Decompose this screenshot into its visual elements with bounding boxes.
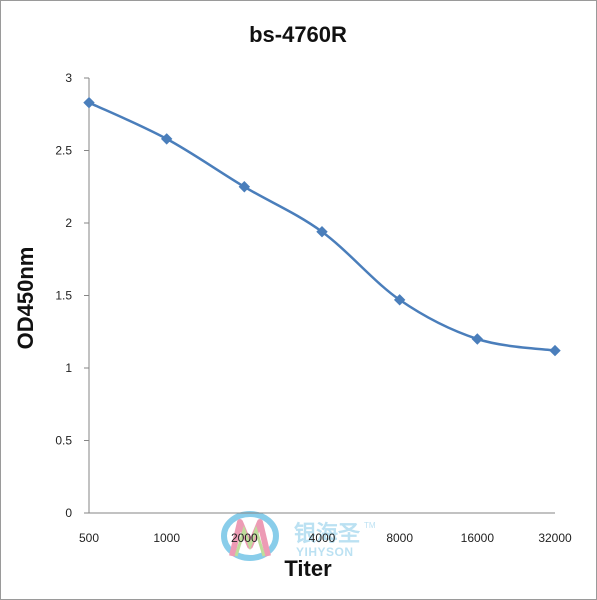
data-point-marker — [393, 294, 406, 306]
x-tick-label: 8000 — [386, 531, 413, 545]
x-tick-label: 1000 — [153, 531, 180, 545]
x-tick-label: 32000 — [538, 531, 572, 545]
chart-title: bs-4760R — [249, 22, 347, 47]
axes: 0 0.5 1 1.5 2 2.5 3 500 1000 2000 4000 8000 16000 320… — [55, 71, 572, 545]
data-point-marker — [238, 181, 251, 193]
x-tick-label: 2000 — [231, 531, 258, 545]
y-tick-label: 0.5 — [55, 434, 72, 448]
y-tick-label: 2.5 — [55, 144, 72, 158]
x-tick-label: 4000 — [309, 531, 336, 545]
data-point-marker — [83, 96, 95, 109]
data-point-marker — [160, 133, 173, 145]
x-tick-label: 500 — [79, 531, 99, 545]
y-tick-label: 3 — [65, 71, 72, 85]
series-layer — [83, 96, 561, 357]
x-axis-label: Titer — [284, 556, 332, 581]
x-tick-label: 16000 — [461, 531, 495, 545]
y-tick-label: 1.5 — [55, 289, 72, 303]
y-tick-label: 0 — [65, 506, 72, 520]
watermark-trademark: TM — [364, 521, 376, 530]
yihyson-watermark: 银海圣 TM YIHYSON — [221, 511, 376, 561]
data-point-marker — [316, 225, 328, 238]
yihyson-logo-icon — [221, 511, 279, 561]
watermark-latin-text: YIHYSON — [296, 545, 354, 559]
y-tick-label: 1 — [65, 361, 72, 375]
y-axis-label: OD450nm — [13, 247, 38, 350]
data-point-marker — [549, 344, 561, 357]
watermark-chinese-text: 银海圣 — [294, 521, 361, 547]
data-point-marker — [471, 333, 484, 345]
y-tick-label: 2 — [65, 216, 72, 230]
